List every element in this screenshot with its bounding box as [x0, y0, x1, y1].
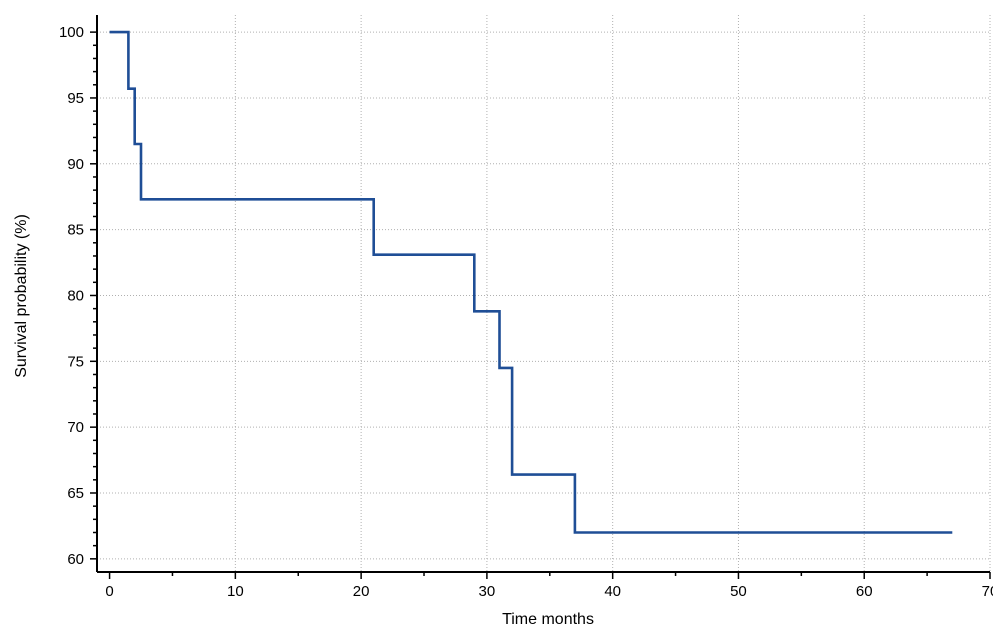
y-tick-label: 70	[67, 419, 84, 436]
y-tick-label: 75	[67, 353, 84, 370]
x-tick-label: 0	[105, 583, 113, 600]
y-tick-label: 65	[67, 485, 84, 502]
x-tick-label: 60	[856, 583, 873, 600]
x-axis-title: Time months	[502, 611, 594, 628]
y-tick-label: 100	[59, 24, 84, 41]
grid	[97, 15, 991, 572]
y-ticks: 60 65 70 75 80 85 90 95 100	[59, 24, 97, 568]
x-tick-label: 70	[982, 583, 993, 600]
x-ticks: 0 10 20 30 40 50 60 70	[105, 572, 993, 600]
x-tick-label: 50	[730, 583, 747, 600]
y-tick-label: 90	[67, 156, 84, 173]
axes	[96, 15, 990, 573]
x-tick-label: 40	[604, 583, 621, 600]
x-tick-label: 30	[479, 583, 496, 600]
survival-curve	[109, 30, 953, 534]
series-layer	[109, 30, 953, 534]
y-tick-label: 60	[67, 551, 84, 568]
x-tick-label: 10	[227, 583, 244, 600]
y-tick-label: 85	[67, 222, 84, 239]
y-axis-title: Survival probability (%)	[13, 214, 30, 378]
y-tick-label: 95	[67, 90, 84, 107]
x-tick-label: 20	[353, 583, 370, 600]
y-tick-label: 80	[67, 287, 84, 304]
